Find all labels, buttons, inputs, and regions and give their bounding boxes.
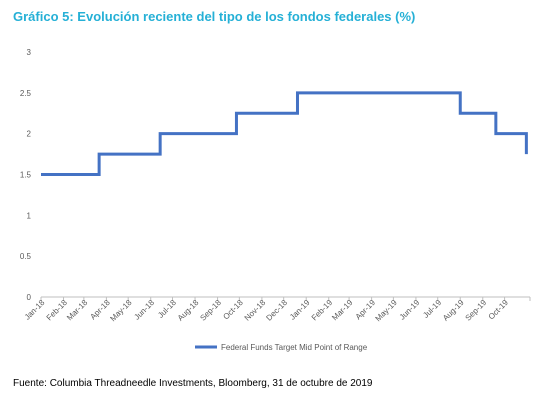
x-tick-label: Sep-19 — [464, 298, 489, 323]
x-tick-label: Jun-19 — [398, 298, 422, 322]
y-tick-label: 2.5 — [20, 89, 32, 98]
x-tick-label: Aug-19 — [441, 298, 466, 323]
legend-label: Federal Funds Target Mid Point of Range — [221, 343, 368, 352]
chart-title: Gráfico 5: Evolución reciente del tipo d… — [13, 9, 416, 24]
source-footnote: Fuente: Columbia Threadneedle Investment… — [13, 378, 373, 389]
x-tick-label: Mar-18 — [65, 298, 90, 323]
x-tick-label: Jan-19 — [288, 298, 312, 322]
x-tick-label: Oct-18 — [221, 298, 245, 322]
y-tick-label: 2 — [27, 130, 32, 139]
x-tick-label: Feb-19 — [310, 298, 335, 323]
series-line — [41, 91, 528, 176]
y-tick-label: 1.5 — [20, 171, 32, 180]
x-tick-label: May-18 — [108, 298, 134, 324]
y-tick-label: 0.5 — [20, 252, 32, 261]
x-tick-label: May-19 — [374, 298, 400, 324]
y-tick-label: 0 — [27, 293, 32, 302]
y-tick-label: 1 — [27, 211, 32, 220]
legend: Federal Funds Target Mid Point of Range — [195, 343, 368, 352]
x-tick-label: Oct-19 — [487, 298, 511, 322]
x-tick-label: Feb-18 — [45, 298, 70, 323]
x-tick-label: Jun-18 — [132, 298, 156, 322]
x-tick-label: Dec-18 — [264, 298, 289, 323]
x-tick-label: Aug-18 — [176, 298, 201, 323]
series-layer — [41, 91, 528, 176]
y-tick-label: 3 — [27, 48, 32, 57]
x-tick-label: Nov-18 — [243, 298, 268, 323]
y-axis-labels: 0 0.5 1 1.5 2 2.5 3 — [20, 48, 32, 302]
x-tick-label: Sep-18 — [198, 298, 223, 323]
x-tick-label: Mar-19 — [330, 298, 355, 323]
